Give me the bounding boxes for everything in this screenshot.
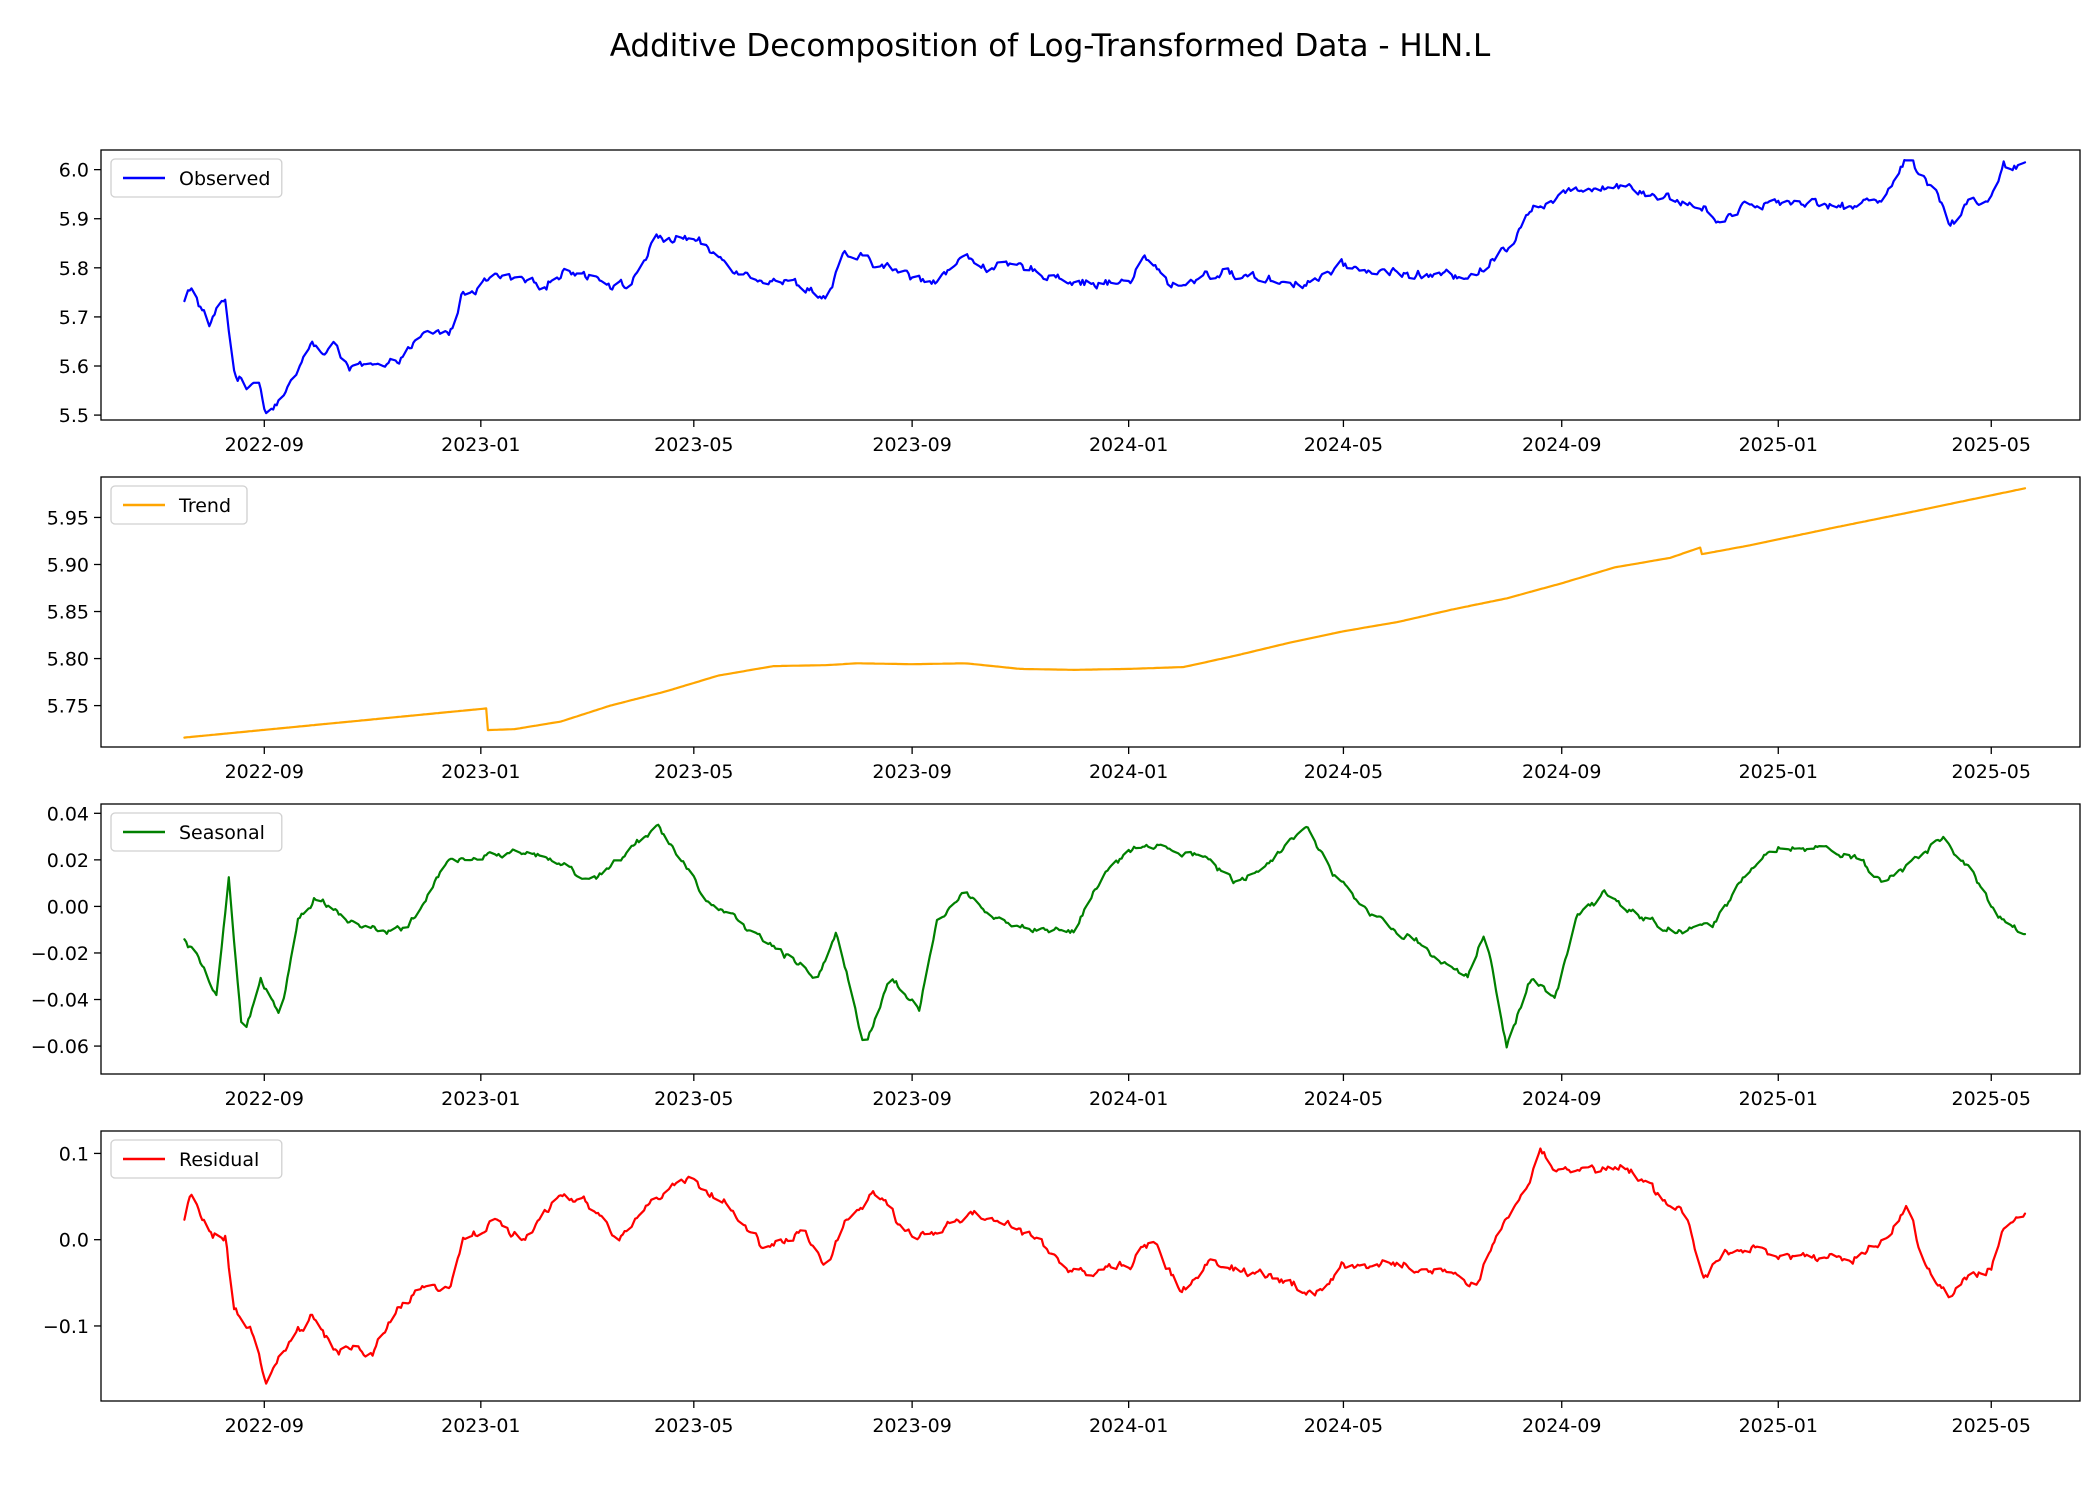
- x-tick-label: 2023-09: [872, 434, 951, 456]
- x-tick-label: 2023-05: [654, 1415, 733, 1437]
- y-tick-label: 5.9: [59, 209, 89, 231]
- x-tick-label: 2024-01: [1089, 761, 1168, 783]
- x-tick-label: 2023-01: [441, 434, 520, 456]
- y-tick-label: 0.04: [47, 803, 89, 825]
- x-tick-label: 2023-05: [654, 434, 733, 456]
- y-tick-label: 0.1: [59, 1143, 89, 1165]
- x-tick-label: 2023-09: [872, 761, 951, 783]
- x-tick-label: 2024-05: [1304, 761, 1383, 783]
- legend-seasonal: Seasonal: [110, 812, 283, 852]
- x-tick-label: 2023-09: [872, 1088, 951, 1110]
- legend-box: [110, 812, 283, 852]
- legend-residual: Residual: [110, 1139, 283, 1179]
- x-tick-label: 2023-09: [872, 1415, 951, 1437]
- x-tick-label: 2024-01: [1089, 1088, 1168, 1110]
- legend-box: [110, 485, 248, 525]
- x-tick-label: 2025-05: [1952, 1088, 2031, 1110]
- x-tick-label: 2022-09: [225, 1415, 304, 1437]
- panel-observed: 5.5 5.6 5.7 5.8 5.9 6.0 2022-09 2023-01 2023-05 2…: [59, 149, 2081, 456]
- axes-frame-seasonal: [100, 803, 2081, 1075]
- legend-label: Trend: [178, 495, 231, 517]
- series-line-residual: [183, 1147, 2027, 1385]
- x-tick-label: 2025-05: [1952, 1415, 2031, 1437]
- y-tick-label: 5.85: [47, 602, 89, 624]
- chart-title: Additive Decomposition of Log-Transforme…: [610, 28, 1491, 64]
- y-tick-label: 5.95: [47, 507, 89, 529]
- y-tick-label: 5.7: [59, 307, 89, 329]
- legend-box: [110, 158, 283, 198]
- x-tick-label: 2022-09: [225, 1088, 304, 1110]
- axes-frame-residual: [100, 1130, 2081, 1402]
- x-tick-label: 2024-01: [1089, 434, 1168, 456]
- legend-box: [110, 1139, 283, 1179]
- x-tick-label: 2023-05: [654, 761, 733, 783]
- panel-residual: −0.1 0.0 0.1 2022-09 2023-01 2023-05 2023-09 20…: [43, 1130, 2081, 1437]
- series-line-trend: [183, 487, 2027, 739]
- y-tick-label: −0.02: [31, 943, 89, 965]
- x-tick-label: 2025-01: [1739, 1415, 1818, 1437]
- x-tick-label: 2024-09: [1522, 1415, 1601, 1437]
- y-tick-label: 5.5: [59, 405, 89, 427]
- x-tick-label: 2024-01: [1089, 1415, 1168, 1437]
- y-tick-label: −0.1: [43, 1316, 89, 1338]
- legend-trend: Trend: [110, 485, 248, 525]
- x-tick-label: 2024-09: [1522, 434, 1601, 456]
- legend-label: Seasonal: [179, 822, 265, 844]
- series-line-observed: [183, 159, 2027, 415]
- y-tick-label: 5.75: [47, 696, 89, 718]
- x-tick-label: 2022-09: [225, 761, 304, 783]
- y-tick-label: 5.8: [59, 258, 89, 280]
- y-tick-label: 0.00: [47, 896, 89, 918]
- y-tick-label: 5.90: [47, 554, 89, 576]
- x-tick-label: 2025-01: [1739, 434, 1818, 456]
- x-tick-label: 2023-01: [441, 761, 520, 783]
- x-tick-label: 2023-01: [441, 1088, 520, 1110]
- legend-observed: Observed: [110, 158, 283, 198]
- y-tick-label: 6.0: [59, 160, 89, 182]
- legend-label: Residual: [179, 1149, 259, 1171]
- x-tick-label: 2024-09: [1522, 1088, 1601, 1110]
- x-tick-label: 2024-09: [1522, 761, 1601, 783]
- series-line-seasonal: [183, 823, 2027, 1049]
- x-tick-label: 2024-05: [1304, 1088, 1383, 1110]
- y-tick-label: 5.6: [59, 356, 89, 378]
- x-tick-label: 2024-05: [1304, 1415, 1383, 1437]
- x-tick-label: 2023-01: [441, 1415, 520, 1437]
- y-tick-label: −0.04: [31, 990, 89, 1012]
- legend-label: Observed: [179, 168, 270, 190]
- y-tick-label: 0.0: [59, 1230, 89, 1252]
- x-tick-label: 2025-01: [1739, 761, 1818, 783]
- x-tick-label: 2025-01: [1739, 1088, 1818, 1110]
- y-tick-label: 5.80: [47, 649, 89, 671]
- panel-trend: 5.75 5.80 5.85 5.90 5.95 2022-09 2023-01 2023-0…: [47, 476, 2081, 783]
- x-tick-label: 2024-05: [1304, 434, 1383, 456]
- panels: 5.5 5.6 5.7 5.8 5.9 6.0 2022-09 2023-01 2023-05 2…: [31, 149, 2081, 1437]
- y-tick-label: −0.06: [31, 1036, 89, 1058]
- x-tick-label: 2022-09: [225, 434, 304, 456]
- axes-frame-observed: [100, 149, 2081, 421]
- x-tick-label: 2025-05: [1952, 761, 2031, 783]
- x-tick-label: 2023-05: [654, 1088, 733, 1110]
- panel-seasonal: −0.06 −0.04 −0.02 0.00 0.02 0.04 2022-09 2023-0…: [31, 803, 2081, 1110]
- x-tick-label: 2025-05: [1952, 434, 2031, 456]
- y-tick-label: 0.02: [47, 850, 89, 872]
